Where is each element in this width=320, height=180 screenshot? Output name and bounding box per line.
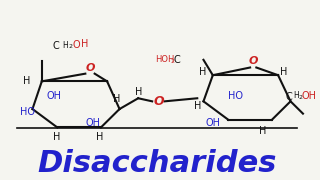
Text: C: C — [53, 41, 60, 51]
Text: OH: OH — [85, 118, 100, 128]
Text: C: C — [286, 92, 292, 102]
Text: 2: 2 — [170, 59, 174, 64]
Text: H: H — [280, 67, 287, 77]
Text: C: C — [174, 55, 181, 65]
Text: HO: HO — [228, 91, 243, 101]
Text: O: O — [153, 95, 164, 108]
Text: H: H — [22, 76, 30, 86]
Text: O: O — [85, 62, 95, 73]
Text: HO: HO — [20, 107, 35, 117]
Text: H: H — [96, 132, 104, 142]
Text: H: H — [194, 101, 202, 111]
Text: H: H — [113, 94, 121, 104]
Text: OH: OH — [46, 91, 61, 101]
Text: OH: OH — [205, 118, 220, 128]
Text: Disaccharides: Disaccharides — [37, 149, 276, 178]
Text: H: H — [260, 126, 267, 136]
Text: HOH: HOH — [155, 55, 175, 64]
Text: H: H — [199, 67, 206, 77]
Text: H: H — [135, 87, 142, 97]
Text: H: H — [62, 41, 68, 50]
Text: OH: OH — [301, 91, 316, 101]
Text: O: O — [72, 40, 80, 50]
Text: H: H — [53, 132, 60, 142]
Text: H: H — [81, 39, 88, 49]
Text: H: H — [293, 91, 299, 100]
Text: 2: 2 — [68, 44, 72, 49]
Text: O: O — [248, 56, 258, 66]
Text: 2: 2 — [299, 95, 303, 100]
